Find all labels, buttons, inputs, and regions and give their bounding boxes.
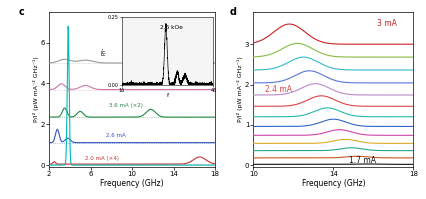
Y-axis label: P/I² (pW mA⁻² GHz⁻¹): P/I² (pW mA⁻² GHz⁻¹) [237,57,243,122]
Text: 1.7 mA: 1.7 mA [349,156,376,165]
Text: 3 mA: 3 mA [377,19,397,28]
Y-axis label: P/I² (pW mA⁻² GHz⁻¹): P/I² (pW mA⁻² GHz⁻¹) [33,57,39,122]
Text: 3.6 mA (×2): 3.6 mA (×2) [109,103,143,108]
Text: 5.2 mA: 5.2 mA [132,79,152,84]
Text: 2.0 mA (×4): 2.0 mA (×4) [85,156,119,161]
Text: 7.6 mA: 7.6 mA [132,55,152,60]
X-axis label: Frequency (GHz): Frequency (GHz) [302,179,365,188]
X-axis label: Frequency (GHz): Frequency (GHz) [100,179,164,188]
Text: 2.4 mA: 2.4 mA [265,85,293,94]
Text: d: d [230,7,236,17]
Text: 2.6 mA: 2.6 mA [106,133,126,138]
Text: c: c [19,7,25,17]
